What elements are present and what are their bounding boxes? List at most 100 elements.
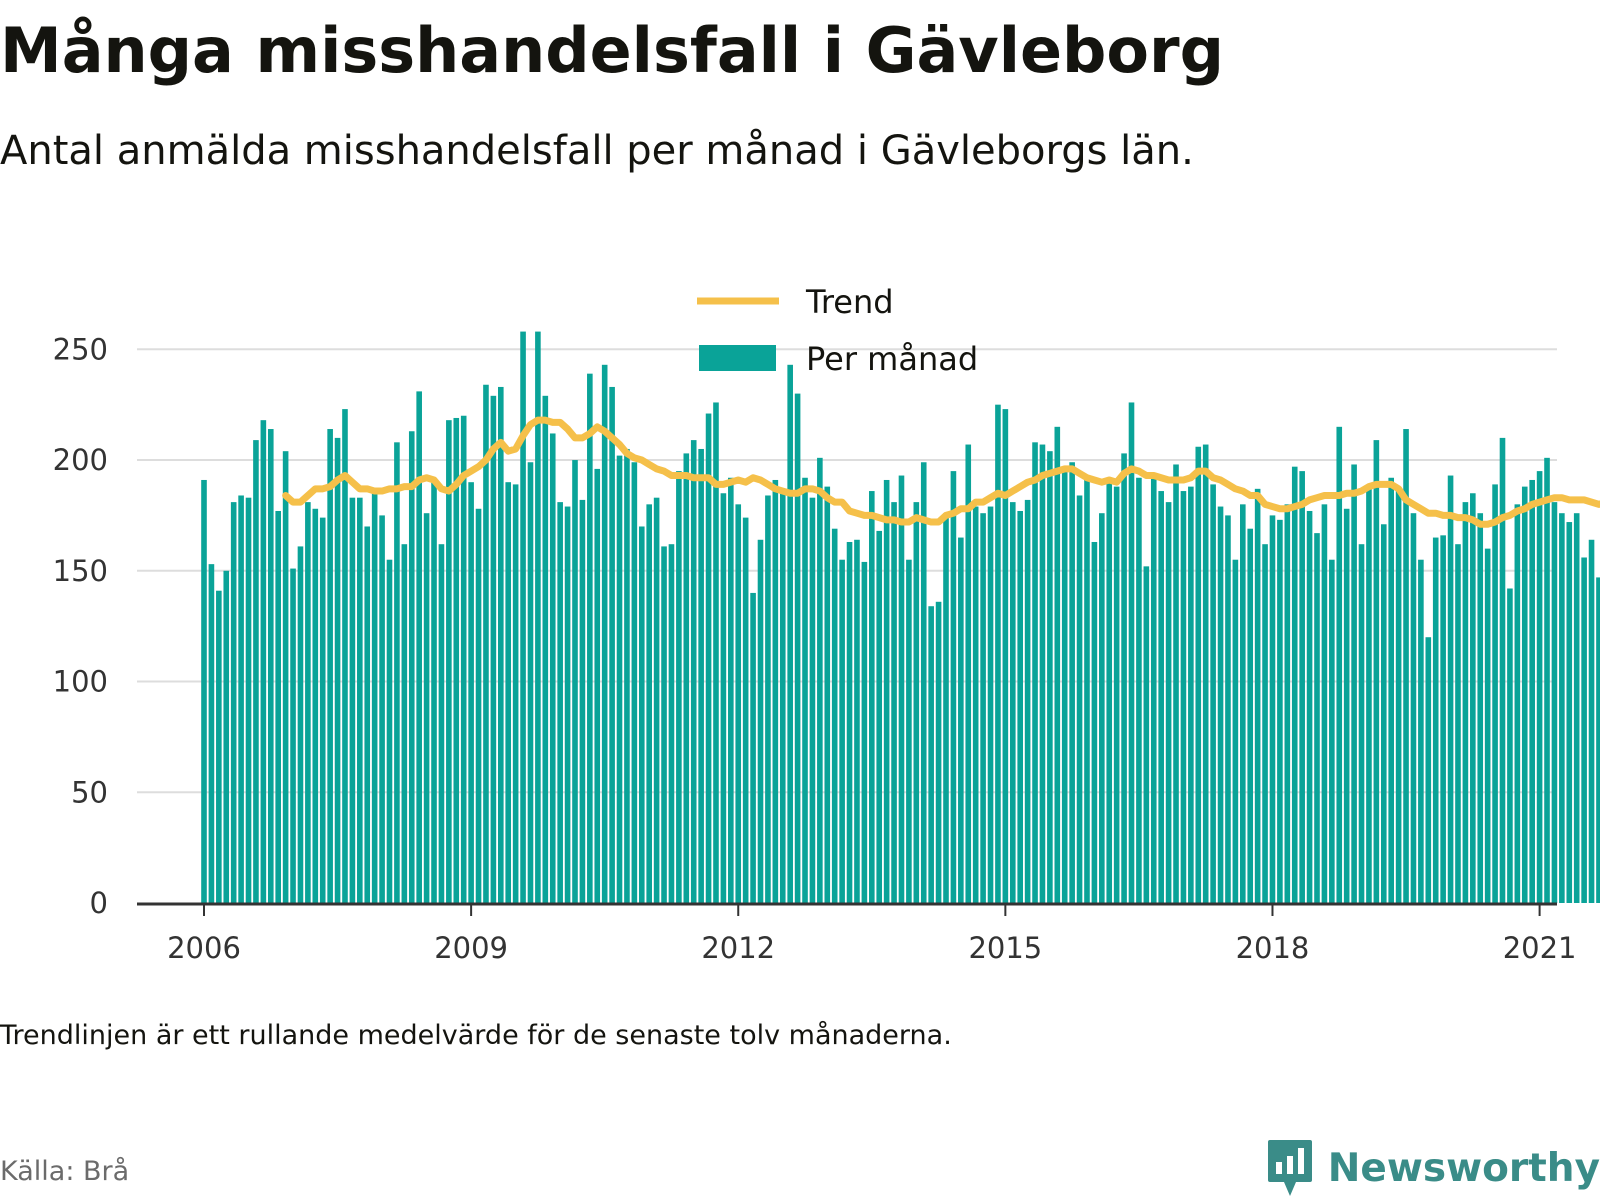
- bar: [854, 539, 860, 903]
- bar: [490, 395, 497, 903]
- bar: [1566, 522, 1573, 903]
- bar: [1336, 426, 1343, 903]
- x-tick-label: 2021: [1503, 931, 1577, 965]
- y-tick-label: 50: [71, 775, 108, 809]
- bar: [1047, 451, 1053, 903]
- bar: [898, 475, 905, 903]
- bar: [1366, 486, 1372, 903]
- bar: [319, 517, 326, 903]
- bar: [1521, 486, 1528, 903]
- bar: [260, 420, 267, 903]
- bar: [1009, 502, 1016, 903]
- bar: [1291, 466, 1298, 903]
- bar: [1113, 486, 1120, 903]
- bar: [327, 429, 333, 903]
- bar: [438, 544, 445, 903]
- bar: [1180, 491, 1187, 903]
- bar: [305, 502, 311, 903]
- bar: [587, 373, 593, 903]
- bar: [824, 486, 831, 903]
- bar: [1247, 528, 1254, 903]
- bar: [1403, 429, 1409, 903]
- bar: [676, 471, 682, 903]
- bar: [557, 502, 563, 903]
- bar: [1061, 468, 1068, 903]
- chart-canvas: 0 50 100 150 200 250 2006 2009 2012 2015 2018 2021…: [53, 283, 1600, 965]
- bar: [334, 437, 341, 903]
- bar: [1432, 537, 1439, 903]
- bar: [572, 460, 578, 903]
- bar: [757, 539, 764, 903]
- bar: [1388, 477, 1394, 903]
- bar: [624, 448, 630, 903]
- source-credit: Källa: Brå: [0, 1156, 130, 1187]
- bar: [282, 451, 289, 903]
- bar: [312, 508, 319, 903]
- bar: [512, 484, 519, 903]
- bar: [216, 590, 222, 903]
- x-axis-ticks: 2006200920122015201820212023: [167, 904, 1577, 965]
- bar: [817, 457, 823, 903]
- legend-label-trend: Trend: [805, 283, 894, 321]
- bar: [705, 413, 712, 903]
- y-tick-label: 250: [53, 332, 108, 366]
- bar: [483, 384, 489, 903]
- bar: [1492, 484, 1498, 903]
- bar: [468, 482, 474, 903]
- bar: [1232, 559, 1239, 903]
- bar: [1150, 477, 1157, 903]
- bar: [1032, 442, 1038, 903]
- bar: [1418, 559, 1424, 903]
- bar: [1136, 477, 1142, 903]
- brand-name: Newsworthy: [1327, 1145, 1600, 1191]
- bar: [1277, 519, 1283, 903]
- bar: [1551, 502, 1558, 903]
- bar: [1254, 488, 1261, 903]
- bar: [1440, 535, 1446, 903]
- bar: [230, 502, 237, 903]
- bar: [1024, 499, 1031, 903]
- bar: [1225, 515, 1231, 903]
- bar: [208, 564, 215, 903]
- bar: [995, 404, 1001, 903]
- bar: [423, 513, 430, 903]
- bar: [765, 495, 771, 903]
- y-axis-ticks: 0 50 100 150 200 250: [53, 332, 108, 920]
- bar: [431, 482, 437, 903]
- bar: [638, 526, 645, 903]
- bar: [357, 497, 363, 903]
- bar: [935, 601, 942, 903]
- bar: [861, 561, 868, 903]
- bar: [1165, 502, 1172, 903]
- bar: [950, 471, 957, 903]
- bar: [876, 530, 883, 903]
- bar: [787, 364, 793, 903]
- bar: [928, 606, 934, 903]
- bar: [1158, 491, 1164, 903]
- bar: [1121, 453, 1127, 903]
- chart-subtitle: Antal anmälda misshandelsfall per månad …: [0, 128, 1194, 174]
- bar: [972, 506, 979, 903]
- bar: [1069, 462, 1075, 903]
- y-tick-label: 100: [53, 665, 108, 699]
- bar: [1091, 541, 1098, 903]
- bar: [1128, 402, 1135, 903]
- bar: [394, 442, 400, 903]
- bar: [253, 440, 259, 903]
- bar: [1529, 479, 1535, 903]
- bar: [1039, 444, 1046, 903]
- bar: [542, 395, 549, 903]
- bar: [646, 504, 652, 903]
- bar: [1306, 510, 1313, 903]
- bar: [690, 440, 697, 903]
- bar: [386, 559, 393, 903]
- bar: [1099, 513, 1105, 903]
- bar: [275, 510, 281, 903]
- bar: [965, 444, 972, 903]
- bar: [1202, 444, 1209, 903]
- bar: [453, 417, 460, 903]
- bar: [720, 493, 727, 903]
- bar: [1240, 504, 1246, 903]
- bar: [527, 462, 534, 903]
- bar: [1299, 471, 1305, 903]
